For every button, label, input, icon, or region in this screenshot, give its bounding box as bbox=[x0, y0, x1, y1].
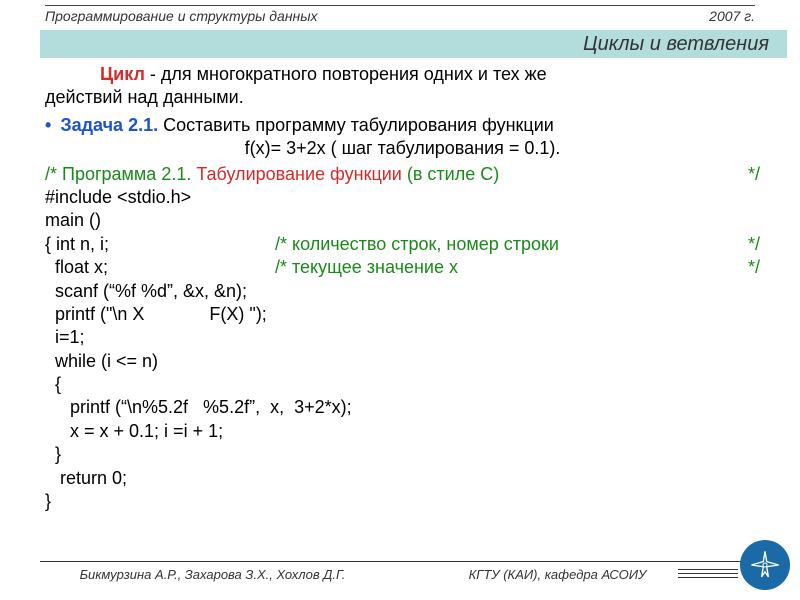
kai-logo-badge bbox=[740, 540, 790, 590]
slide-content: Цикл - для многократного повторения одни… bbox=[45, 63, 760, 513]
code-end: } bbox=[45, 490, 760, 513]
code-decl-int-close: */ bbox=[730, 233, 760, 256]
code-decl-float: float x; /* текущее значение х */ bbox=[45, 256, 760, 279]
intro-lead: Цикл bbox=[100, 64, 145, 84]
code-scanf: scanf (“%f %d”, &x, &n); bbox=[45, 280, 760, 303]
footer-rule bbox=[40, 561, 760, 562]
code-printf-header: printf ("\n X F(X) "); bbox=[45, 303, 760, 326]
program-comment: /* Программа 2.1. Табулирование функции … bbox=[45, 163, 760, 186]
intro-text-1: - для многократного повторения одних и т… bbox=[145, 64, 547, 84]
slide-title: Циклы и ветвления bbox=[583, 33, 769, 56]
intro-text-2: действий над данными. bbox=[45, 87, 244, 107]
footer: Бикмурзина А.Р., Захарова З.Х., Хохлов Д… bbox=[40, 567, 760, 582]
code-printf-body: printf (“\n%5.2f %5.2f”, x, 3+2*x); bbox=[45, 396, 760, 419]
task-formula: f(x)= 3+2x ( шаг табулирования = 0.1). bbox=[45, 137, 760, 160]
comment-title: Табулирование функции bbox=[196, 164, 402, 184]
code-main: main () bbox=[45, 209, 760, 232]
code-step: x = x + 0.1; i =i + 1; bbox=[45, 420, 760, 443]
top-rule bbox=[45, 5, 755, 6]
code-decl-float-text: float x; bbox=[45, 256, 275, 279]
comment-close: */ bbox=[748, 163, 760, 186]
airplane-icon bbox=[748, 548, 782, 582]
header-course: Программирование и структуры данных bbox=[45, 8, 318, 24]
code-decl-float-comment: /* текущее значение х bbox=[275, 256, 730, 279]
code-decl-int-text: { int n, i; bbox=[45, 233, 275, 256]
code-init-i: i=1; bbox=[45, 326, 760, 349]
task-number: Задача 2.1. bbox=[60, 115, 158, 135]
code-include: #include <stdio.h> bbox=[45, 186, 760, 209]
footer-decoration-lines bbox=[678, 566, 738, 576]
footer-authors: Бикмурзина А.Р., Захарова З.Х., Хохлов Д… bbox=[40, 567, 385, 582]
code-while: while (i <= n) bbox=[45, 350, 760, 373]
comment-open: /* Программа 2.1. bbox=[45, 164, 196, 184]
intro-block: Цикл - для многократного повторения одни… bbox=[45, 63, 760, 110]
task-text: Составить программу табулирования функци… bbox=[158, 115, 554, 135]
code-brace-close: } bbox=[45, 443, 760, 466]
code-return: return 0; bbox=[45, 467, 760, 490]
code-decl-int-comment: /* количество строк, номер строки bbox=[275, 233, 730, 256]
title-bar: Циклы и ветвления bbox=[40, 30, 787, 58]
comment-tail: (в стиле С) bbox=[402, 164, 499, 184]
task-line: Задача 2.1. Составить программу табулиро… bbox=[45, 114, 760, 137]
code-decl-int: { int n, i; /* количество строк, номер с… bbox=[45, 233, 760, 256]
code-decl-float-close: */ bbox=[730, 256, 760, 279]
code-brace-open: { bbox=[45, 373, 760, 396]
header-year: 2007 г. bbox=[709, 8, 755, 24]
